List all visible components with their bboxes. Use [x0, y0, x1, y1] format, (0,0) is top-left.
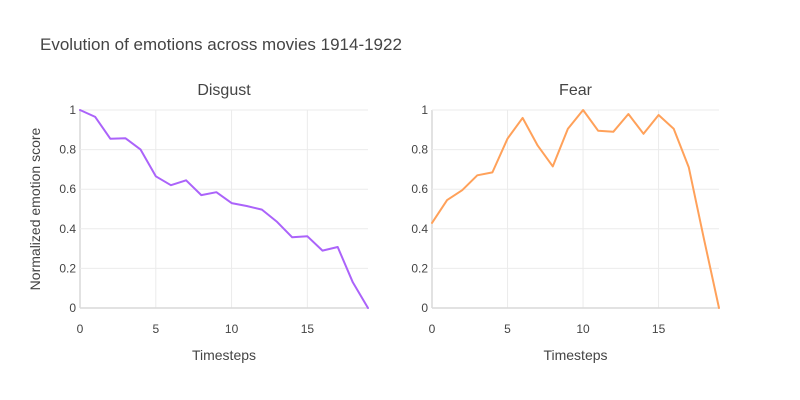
x-tick-label: 0 [77, 322, 84, 336]
panel-1: 0 5 10 15 0 0.2 0.4 0.6 0.8 1 Disgust Timesteps Norm… [27, 82, 369, 363]
y-tick-label: 1 [421, 103, 428, 117]
x-axis-label: Timesteps [543, 347, 607, 363]
panel-title: Fear [559, 82, 593, 99]
y-tick-label: 0.2 [411, 261, 428, 275]
panel-2: 0 5 10 15 0 0.2 0.4 0.6 0.8 1 Fear Timesteps [411, 82, 720, 363]
chart-title: Evolution of emotions across movies 1914… [40, 35, 402, 54]
y-tick-label: 0.8 [59, 143, 76, 157]
panel-title: Disgust [197, 82, 251, 99]
y-tick-label: 0.2 [59, 261, 76, 275]
x-tick-label: 10 [576, 322, 590, 336]
y-tick-label: 0.6 [59, 182, 76, 196]
x-tick-label: 15 [301, 322, 315, 336]
x-tick-label: 0 [429, 322, 436, 336]
series-line-fear [431, 109, 720, 309]
y-axis-label: Normalized emotion score [27, 127, 43, 290]
series-line-disgust [79, 109, 369, 309]
x-tick-label: 15 [652, 322, 666, 336]
x-tick-label: 5 [152, 322, 159, 336]
y-tick-label: 0 [421, 301, 428, 315]
y-tick-label: 0.6 [411, 182, 428, 196]
x-axis-label: Timesteps [192, 347, 256, 363]
y-tick-label: 0.8 [411, 143, 428, 157]
x-tick-label: 5 [504, 322, 511, 336]
x-tick-label: 10 [225, 322, 239, 336]
y-tick-label: 1 [69, 103, 76, 117]
y-tick-label: 0.4 [411, 222, 428, 236]
y-tick-label: 0.4 [59, 222, 76, 236]
y-tick-label: 0 [69, 301, 76, 315]
